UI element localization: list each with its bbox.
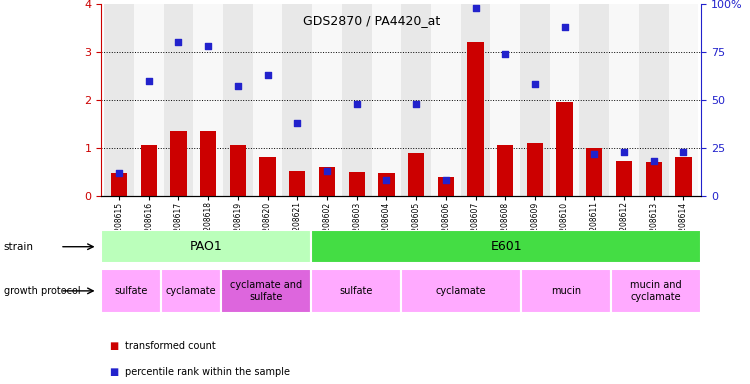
Bar <box>401 4 431 196</box>
Bar <box>164 4 194 196</box>
Point <box>529 81 541 88</box>
Text: PAO1: PAO1 <box>190 240 223 253</box>
Bar <box>200 131 216 196</box>
Bar <box>371 4 401 196</box>
Point <box>351 101 363 107</box>
Bar <box>223 4 253 196</box>
Point <box>113 170 125 176</box>
Point <box>321 168 333 174</box>
Bar <box>467 42 484 196</box>
Bar <box>319 167 335 196</box>
Text: GDS2870 / PA4420_at: GDS2870 / PA4420_at <box>303 14 439 27</box>
Bar <box>101 230 311 263</box>
Bar <box>646 162 662 196</box>
Bar <box>408 153 424 196</box>
Bar <box>140 146 157 196</box>
Bar <box>111 173 128 196</box>
Text: ■: ■ <box>109 341 118 351</box>
Bar <box>497 146 514 196</box>
Bar <box>342 4 371 196</box>
Text: cyclamate and
sulfate: cyclamate and sulfate <box>230 280 302 302</box>
Point <box>410 101 422 107</box>
Bar <box>611 269 701 313</box>
Text: mucin and
cyclamate: mucin and cyclamate <box>631 280 682 302</box>
Bar <box>260 157 276 196</box>
Bar <box>349 172 364 196</box>
Bar <box>101 269 161 313</box>
Bar <box>283 4 312 196</box>
Bar <box>221 269 311 313</box>
Bar <box>586 148 602 196</box>
Text: cyclamate: cyclamate <box>436 286 487 296</box>
Point <box>588 151 600 157</box>
Bar <box>378 173 394 196</box>
Text: strain: strain <box>4 242 34 252</box>
Point <box>648 158 660 164</box>
Bar <box>289 171 305 196</box>
Bar <box>639 4 668 196</box>
Bar <box>401 269 521 313</box>
Bar <box>556 102 573 196</box>
Bar <box>194 4 223 196</box>
Bar <box>550 4 580 196</box>
Point <box>559 24 571 30</box>
Bar <box>675 157 692 196</box>
Bar <box>230 146 246 196</box>
Text: sulfate: sulfate <box>115 286 148 296</box>
Text: growth protocol: growth protocol <box>4 286 80 296</box>
Point <box>500 51 512 57</box>
Point <box>677 149 689 155</box>
Text: ■: ■ <box>109 367 118 377</box>
Bar <box>580 4 609 196</box>
Point <box>291 120 303 126</box>
Text: E601: E601 <box>490 240 522 253</box>
Point <box>172 39 184 45</box>
Point <box>262 72 274 78</box>
Point <box>440 177 452 184</box>
Point <box>202 43 214 49</box>
Text: cyclamate: cyclamate <box>166 286 217 296</box>
Point <box>618 149 630 155</box>
Text: transformed count: transformed count <box>125 341 216 351</box>
Bar <box>616 161 632 196</box>
Bar <box>520 4 550 196</box>
Bar <box>521 269 611 313</box>
Bar <box>170 131 187 196</box>
Bar <box>311 269 401 313</box>
Bar <box>460 4 490 196</box>
Bar <box>431 4 460 196</box>
Point <box>470 5 482 11</box>
Bar <box>134 4 164 196</box>
Point <box>380 177 392 184</box>
Text: sulfate: sulfate <box>340 286 373 296</box>
Bar <box>104 4 134 196</box>
Bar <box>312 4 342 196</box>
Point <box>142 78 154 84</box>
Point <box>232 83 244 89</box>
Text: mucin: mucin <box>551 286 581 296</box>
Bar <box>668 4 698 196</box>
Bar <box>526 143 543 196</box>
Bar <box>311 230 701 263</box>
Bar <box>253 4 283 196</box>
Bar <box>490 4 520 196</box>
Bar <box>438 177 454 196</box>
Text: percentile rank within the sample: percentile rank within the sample <box>125 367 290 377</box>
Bar <box>161 269 221 313</box>
Bar <box>609 4 639 196</box>
